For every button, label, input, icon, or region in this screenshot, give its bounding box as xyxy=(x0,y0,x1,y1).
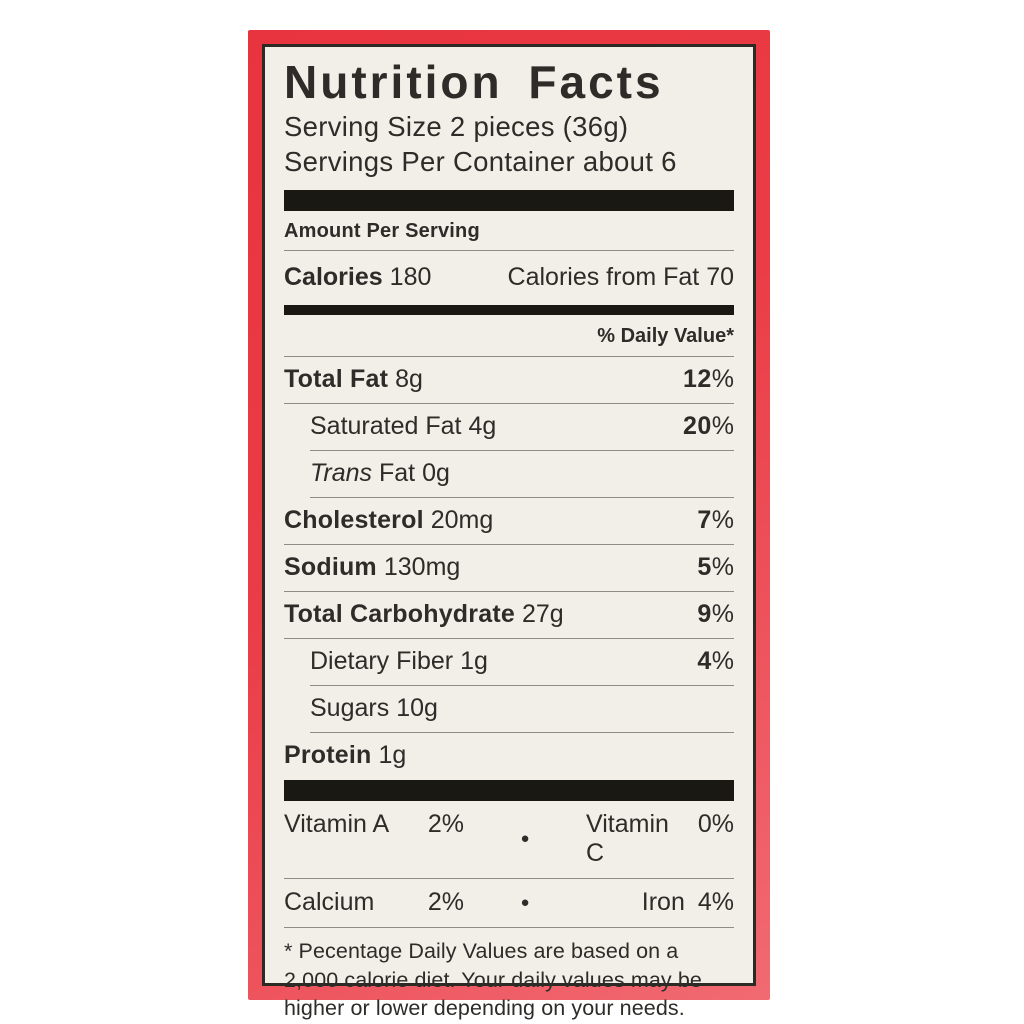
nutrient-row: Protein 1g xyxy=(284,733,734,777)
nutrient-row: Saturated Fat 4g 20% xyxy=(310,404,734,452)
nutrient-amount: 20mg xyxy=(430,506,494,535)
nutrient-row: Sugars 10g xyxy=(310,686,734,734)
vitamin-left-cell: Calcium 2% xyxy=(284,888,464,917)
nutrient-amount: 1g xyxy=(378,741,407,770)
section-divider-bar xyxy=(284,190,734,212)
nutrient-name: Total Carbohydrate 27g xyxy=(284,600,564,629)
nutrient-amount: 130mg xyxy=(383,553,461,582)
calories-number: 180 xyxy=(389,263,432,292)
vitamin-right-cell: Iron 4% xyxy=(641,888,734,917)
nutrient-name: Cholesterol 20mg xyxy=(284,506,494,535)
calories-label: Calories xyxy=(284,263,383,292)
nutrient-daily-value: 5% xyxy=(697,553,734,582)
vitamin-row: Vitamin A 2% ● Vitamin C 0% xyxy=(284,801,734,880)
nutrient-name: Sugars 10g xyxy=(310,694,438,723)
vitamin-row: Calcium 2% ● Iron 4% xyxy=(284,879,734,929)
nutrient-name: Saturated Fat 4g xyxy=(310,412,497,441)
red-label-frame: Nutrition Facts Serving Size 2 pieces (3… xyxy=(248,30,770,1020)
nutrient-row: Total Carbohydrate 27g 9% xyxy=(284,592,734,640)
nutrient-row: Cholesterol 20mg 7% xyxy=(284,498,734,546)
nutrient-name: Trans Fat 0g xyxy=(310,459,450,488)
nutrient-name: Sodium 130mg xyxy=(284,553,461,582)
vitamins-table: Vitamin A 2% ● Vitamin C 0% Calcium 2% ● Iron 4% xyxy=(284,801,734,929)
nutrient-amount: 27g xyxy=(521,600,564,629)
nutrient-row: Trans Fat 0g xyxy=(310,451,734,499)
servings-per-container-text: Servings Per Container about 6 xyxy=(284,146,677,178)
nutrient-name: Total Fat 8g xyxy=(284,365,423,394)
daily-value-header: % Daily Value* xyxy=(284,315,734,358)
nutrient-amount: 1g xyxy=(460,647,488,676)
nutrient-amount: 0g xyxy=(422,459,450,488)
calories-value: Calories 180 xyxy=(284,263,431,292)
nutrient-daily-value: 4% xyxy=(697,647,734,676)
calories-row: Calories 180 Calories from Fat 70 xyxy=(284,251,734,305)
calories-from-fat: Calories from Fat 70 xyxy=(507,263,734,292)
nutrient-daily-value: 12% xyxy=(682,365,734,394)
vitamin-right-cell: Vitamin C 0% xyxy=(586,810,734,868)
nutrient-daily-value: 7% xyxy=(697,506,734,535)
nutrient-table: Total Fat 8g 12% Saturated Fat 4g 20% Trans Fa… xyxy=(284,357,734,777)
vitamin-left-cell: Vitamin A 2% xyxy=(284,810,464,839)
nutrient-amount: 10g xyxy=(396,694,438,723)
nutrient-name: Dietary Fiber 1g xyxy=(310,647,488,676)
nutrition-facts-title: Nutrition Facts xyxy=(284,56,664,108)
nutrient-row: Dietary Fiber 1g 4% xyxy=(310,639,734,687)
nutrient-amount: 4g xyxy=(468,412,497,441)
nutrient-daily-value: 20% xyxy=(682,412,734,441)
amount-per-serving-heading: Amount Per Serving xyxy=(284,211,734,252)
nutrient-row: Sodium 130mg 5% xyxy=(284,545,734,593)
daily-value-footnote: * Pecentage Daily Values are based on a … xyxy=(284,939,702,1021)
nutrient-amount: 8g xyxy=(395,365,423,394)
nutrient-row: Total Fat 8g 12% xyxy=(284,357,734,405)
nutrient-daily-value: 9% xyxy=(697,600,734,629)
vitamins-divider-bar xyxy=(284,780,734,802)
serving-size-text: Serving Size 2 pieces (36g) xyxy=(284,111,629,143)
nutrition-facts-panel: Nutrition Facts Serving Size 2 pieces (3… xyxy=(262,44,756,1020)
nutrient-name: Protein 1g xyxy=(284,741,407,770)
calories-divider-bar xyxy=(284,305,734,316)
